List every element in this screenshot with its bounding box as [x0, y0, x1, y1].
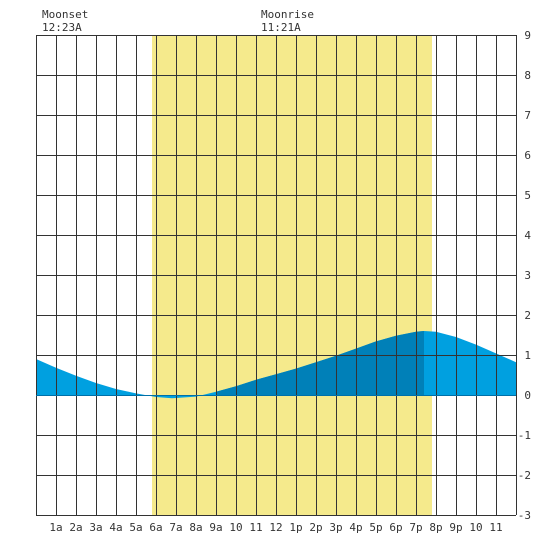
x-tick-labels: 1a 2a 3a 4a 5a 6a 7a 8a 9a 10 11 12 1p 2p 3p 4p 5p 6p 7p 8p…: [49, 521, 502, 534]
x-tick-label: 1p: [289, 521, 302, 534]
moonrise-title: Moonrise: [261, 8, 314, 21]
y-tick-labels: -3 -2 -1 0 1 2 3 4 5 6 7 8 9: [518, 29, 532, 522]
y-tick-label: 4: [524, 229, 531, 242]
y-tick-label: 7: [524, 109, 531, 122]
y-tick-label: 1: [524, 349, 531, 362]
y-tick-label: 8: [524, 69, 531, 82]
x-tick-label: 7a: [169, 521, 182, 534]
x-tick-label: 5p: [369, 521, 382, 534]
moonset-title: Moonset: [42, 8, 89, 21]
y-tick-label: -1: [518, 429, 531, 442]
x-tick-label: 8p: [429, 521, 442, 534]
x-tick-label: 3a: [89, 521, 102, 534]
y-tick-label: 2: [524, 309, 531, 322]
x-tick-label: 4p: [349, 521, 362, 534]
x-tick-label: 11: [489, 521, 502, 534]
x-tick-label: 9a: [209, 521, 222, 534]
grid-group: [36, 35, 517, 516]
x-tick-label: 7p: [409, 521, 422, 534]
x-tick-label: 9p: [449, 521, 462, 534]
y-tick-label: 6: [524, 149, 531, 162]
x-tick-label: 2a: [69, 521, 82, 534]
moonset-time: 12:23A: [42, 21, 82, 34]
x-tick-label: 3p: [329, 521, 342, 534]
y-tick-label: 3: [524, 269, 531, 282]
y-tick-label: 5: [524, 189, 531, 202]
x-tick-label: 4a: [109, 521, 122, 534]
y-tick-label: 9: [524, 29, 531, 42]
x-tick-label: 1a: [49, 521, 62, 534]
x-tick-label: 12: [269, 521, 282, 534]
x-tick-label: 6p: [389, 521, 402, 534]
x-tick-label: 5a: [129, 521, 142, 534]
y-tick-label: -3: [518, 509, 531, 522]
moonrise-time: 11:21A: [261, 21, 301, 34]
x-tick-label: 11: [249, 521, 262, 534]
moonrise-label: Moonrise 11:21A: [261, 8, 314, 34]
x-tick-label: 10: [229, 521, 242, 534]
tide-area-highlight: [216, 331, 424, 395]
moonset-label: Moonset 12:23A: [42, 8, 88, 34]
x-tick-label: 8a: [189, 521, 202, 534]
y-tick-label: 0: [524, 389, 531, 402]
x-tick-label: 2p: [309, 521, 322, 534]
y-tick-label: -2: [518, 469, 531, 482]
x-tick-label: 10: [469, 521, 482, 534]
x-tick-label: 6a: [149, 521, 162, 534]
